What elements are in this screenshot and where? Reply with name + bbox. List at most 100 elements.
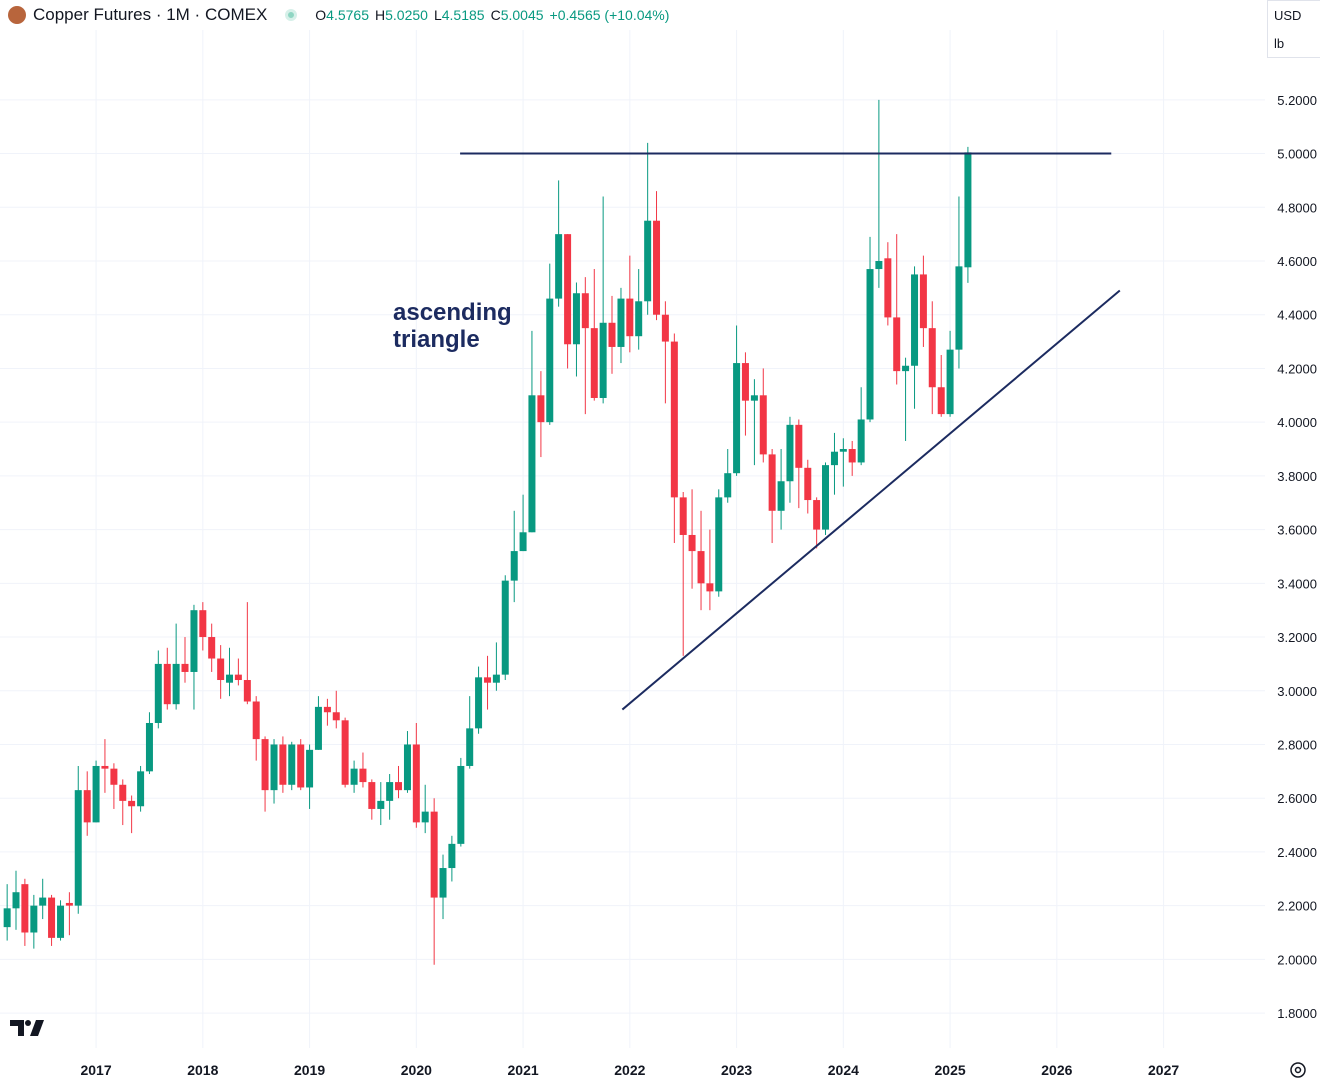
candle: [128, 795, 136, 834]
candle: [581, 277, 589, 415]
candle-body: [581, 293, 589, 329]
readout-label: H: [375, 7, 386, 23]
y-tick-label: 4.0000: [1277, 415, 1317, 430]
candle-body: [564, 234, 572, 345]
candle-body: [421, 811, 429, 823]
y-tick-label: 3.0000: [1277, 684, 1317, 699]
candle-body: [528, 395, 536, 533]
candle: [30, 894, 38, 949]
candle-body: [172, 663, 180, 705]
x-tick-label: 2022: [614, 1062, 645, 1078]
candle-body: [546, 298, 554, 423]
candle-body: [252, 701, 260, 740]
readout-item: C5.0045: [491, 7, 544, 23]
candle-body: [359, 768, 367, 783]
candle: [466, 696, 474, 769]
candle-body: [911, 274, 919, 366]
candle-body: [288, 744, 296, 785]
readout-value: 5.0250: [385, 7, 428, 23]
candle-body: [154, 663, 162, 723]
candle: [946, 330, 954, 417]
candle-body: [39, 897, 47, 906]
candle-body: [626, 298, 634, 337]
candle: [217, 645, 225, 699]
candle: [145, 712, 153, 775]
candle-body: [57, 905, 65, 938]
candle: [350, 760, 358, 793]
candle: [386, 774, 394, 820]
symbol-header: Copper Futures · 1M · COMEX O4.5765 H5.02…: [8, 3, 670, 27]
candle-body: [12, 892, 20, 909]
candle-body: [786, 424, 794, 482]
candle: [590, 269, 598, 401]
candle-body: [830, 451, 838, 466]
candle-body: [679, 497, 687, 535]
candle: [635, 269, 643, 350]
y-tick-label: 3.2000: [1277, 630, 1317, 645]
candle: [190, 604, 198, 710]
candle: [679, 491, 687, 656]
candle-body: [341, 720, 349, 785]
settings-icon-core: [1294, 1066, 1302, 1074]
candle-body: [759, 395, 767, 455]
candle: [644, 142, 652, 315]
candle-body: [377, 800, 385, 809]
candle: [724, 449, 732, 503]
candle: [572, 282, 580, 377]
symbol-title[interactable]: Copper Futures · 1M · COMEX: [33, 5, 268, 24]
candle: [475, 666, 483, 734]
x-tick-label: 2021: [508, 1062, 539, 1078]
candle-body: [448, 843, 456, 869]
candle-body: [279, 744, 287, 785]
settings-icon: [1290, 1062, 1306, 1078]
candle-body: [234, 674, 242, 681]
candle-body: [403, 744, 411, 791]
candle-body: [795, 424, 803, 468]
candle-body: [741, 363, 749, 401]
candle: [537, 371, 545, 458]
candle: [119, 779, 127, 826]
candle: [893, 234, 901, 385]
candle: [368, 779, 376, 820]
x-tick-label: 2020: [401, 1062, 432, 1078]
candle-body: [145, 722, 153, 772]
candle-body: [297, 744, 305, 788]
candle: [412, 722, 420, 828]
candle: [626, 255, 634, 353]
candle-body: [190, 610, 198, 672]
candle-body: [243, 680, 251, 702]
candle-body: [30, 905, 38, 933]
candle: [875, 99, 883, 288]
readout-item: L4.5185: [434, 7, 485, 23]
candle: [137, 765, 145, 812]
x-tick-label: 2025: [935, 1062, 966, 1078]
x-tick-label: 2023: [721, 1062, 752, 1078]
candle: [395, 765, 403, 799]
candle: [12, 870, 20, 930]
y-tick-label: 4.4000: [1277, 308, 1317, 323]
candle: [297, 739, 305, 791]
candle-body: [323, 706, 331, 713]
candle-body: [306, 749, 314, 788]
candle-body: [501, 580, 509, 675]
readout-item: H5.0250: [375, 7, 428, 23]
candle: [661, 301, 669, 404]
candle: [48, 894, 56, 946]
candle: [234, 658, 242, 686]
y-tick-label: 2.4000: [1277, 845, 1317, 860]
candle: [110, 763, 118, 809]
candle: [101, 739, 109, 793]
readout-value: 4.5185: [441, 7, 485, 23]
readout-value: 4.5765: [326, 7, 369, 23]
unit[interactable]: lb: [1274, 36, 1285, 51]
candle-body: [822, 465, 830, 530]
candle: [288, 741, 296, 791]
candle-body: [964, 152, 972, 268]
candle-body: [848, 449, 856, 463]
y-tick-label: 3.6000: [1277, 523, 1317, 538]
candle: [795, 419, 803, 509]
candle-body: [750, 395, 758, 401]
candle-body: [706, 583, 714, 592]
currency[interactable]: USD: [1274, 8, 1302, 23]
